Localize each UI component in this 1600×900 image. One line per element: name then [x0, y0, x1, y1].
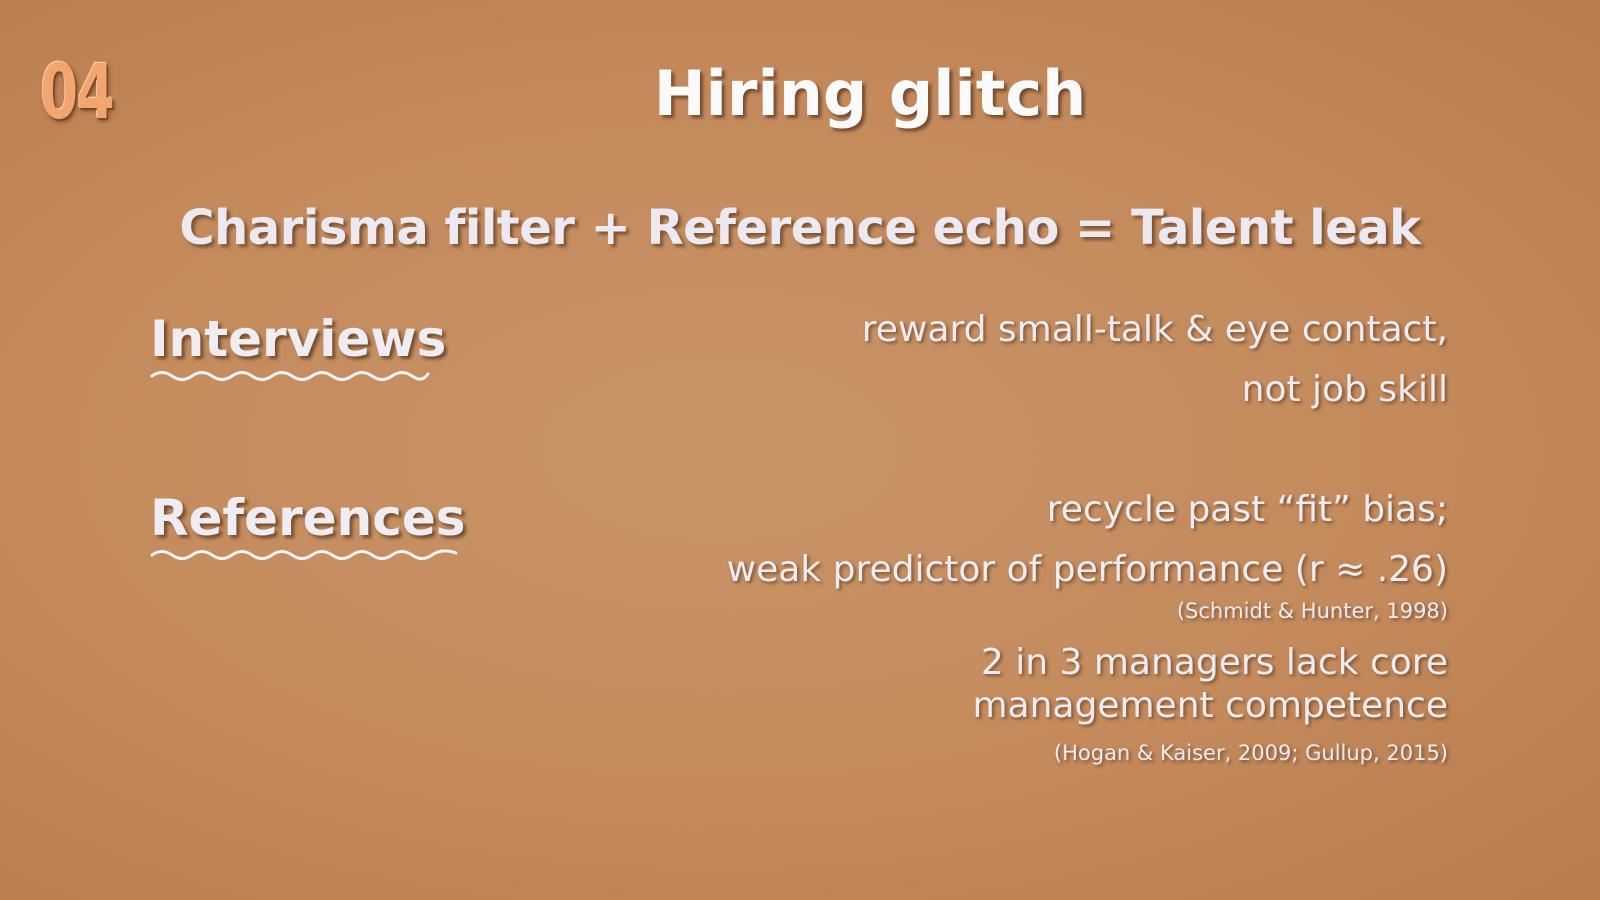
references-line: management competence — [972, 684, 1448, 726]
interviews-line: not job skill — [1241, 369, 1448, 411]
interviews-heading: Interviews — [150, 312, 446, 383]
slide-number: 04 — [40, 47, 115, 136]
references-heading: References — [150, 491, 466, 562]
references-line: 2 in 3 managers lack core — [980, 641, 1448, 683]
references-label: References — [150, 489, 466, 547]
references-description: recycle past “fit” bias; weak predictor … — [727, 488, 1448, 766]
slide-title: Hiring glitch — [653, 57, 1087, 130]
references-line: recycle past “fit” bias; — [1046, 489, 1448, 530]
wavy-underline-icon — [150, 371, 430, 381]
wavy-underline-icon — [150, 549, 458, 560]
citation-schmidt-hunter: (Schmidt & Hunter, 1998) — [1176, 599, 1448, 624]
interviews-description: reward small-talk & eye contact, not job… — [862, 308, 1448, 411]
slide-subtitle: Charisma filter + Reference echo = Talen… — [179, 200, 1421, 256]
interviews-line: reward small-talk & eye contact, — [861, 309, 1448, 350]
interviews-label: Interviews — [150, 310, 447, 368]
citation-hogan-kaiser-gullup: (Hogan & Kaiser, 2009; Gullup, 2015) — [1053, 740, 1448, 765]
references-line: weak predictor of performance (r ≈ .26) — [726, 549, 1448, 591]
